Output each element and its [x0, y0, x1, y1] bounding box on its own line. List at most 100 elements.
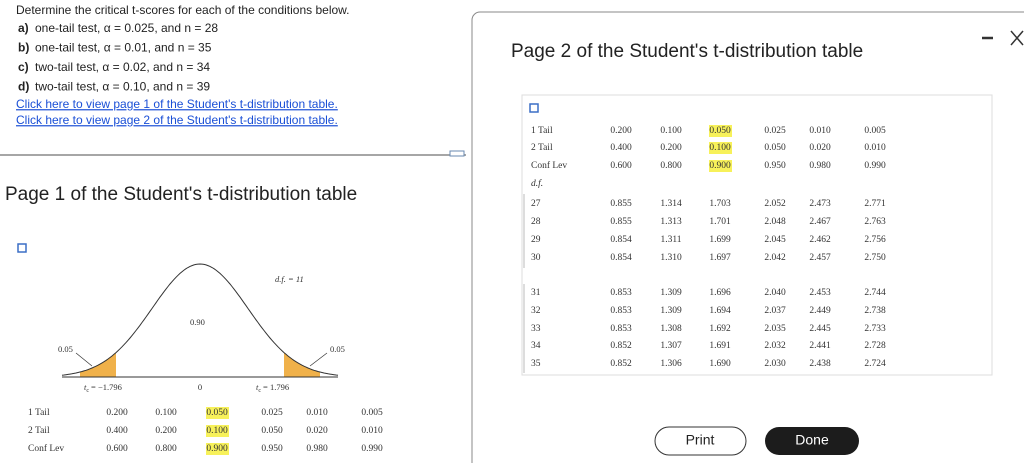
highlight — [206, 425, 229, 437]
cell: 0.950 — [261, 444, 283, 454]
cell: 0.400 — [610, 143, 632, 153]
cell: 0.853 — [610, 288, 632, 298]
done-button[interactable] — [765, 427, 859, 455]
cell: 0.400 — [106, 426, 128, 436]
left-tail — [80, 352, 116, 377]
cell: 0.100 — [660, 126, 682, 136]
cell: 0.010 — [306, 408, 328, 418]
row-label: 1 Tail — [28, 408, 50, 418]
cell: 1.309 — [660, 288, 682, 298]
cell: 2.445 — [809, 324, 831, 334]
highlight — [709, 142, 732, 154]
t-subscript: c — [258, 388, 261, 394]
cell: 1.310 — [660, 253, 682, 263]
curve-line — [61, 263, 339, 376]
cell: 2.040 — [764, 288, 786, 298]
cell: 2.728 — [864, 341, 886, 351]
cell: 0.852 — [610, 359, 632, 369]
row-label: Conf Lev — [531, 160, 567, 171]
link-page-1[interactable]: Click here to view page 1 of the Student… — [16, 97, 338, 111]
row-label: Conf Lev — [28, 443, 64, 454]
cell: 0.050 — [261, 426, 283, 436]
cell: 2.052 — [764, 199, 786, 209]
cell: 2.738 — [864, 306, 886, 316]
zoom-icon[interactable] — [17, 243, 27, 253]
cell: 2.453 — [809, 288, 831, 298]
question-intro: Determine the critical t-scores for each… — [16, 3, 350, 17]
cell: 0.800 — [660, 161, 682, 171]
item-label: b) — [18, 41, 29, 55]
item-text: one-tail test, α = 0.01, and n = 35 — [35, 41, 212, 55]
done-label[interactable]: Done — [795, 432, 829, 448]
cell: 0.020 — [809, 143, 831, 153]
table-image — [521, 94, 993, 376]
cell: 0.200 — [155, 426, 177, 436]
df-label: d.f. = 11 — [275, 274, 304, 284]
cell: 2.438 — [809, 359, 831, 369]
cell: 0.020 — [306, 426, 328, 436]
cell: 2.724 — [864, 359, 886, 369]
row-label: 34 — [531, 341, 541, 351]
cell: 0.990 — [361, 444, 383, 454]
cell: 1.308 — [660, 324, 682, 334]
bell-curve — [61, 263, 339, 378]
print-button[interactable] — [654, 426, 747, 456]
row-label: 33 — [531, 324, 541, 334]
cell: 2.473 — [809, 199, 831, 209]
cell: 2.756 — [864, 235, 886, 245]
divider-handle[interactable] — [449, 150, 465, 157]
cell: 0.010 — [809, 126, 831, 136]
cell: 1.306 — [660, 359, 682, 369]
left-area: 0.05 — [58, 344, 73, 354]
center-area: 0.90 — [190, 317, 205, 327]
print-label[interactable]: Print — [686, 432, 715, 448]
cell: 0.854 — [610, 253, 632, 263]
pointer — [309, 352, 328, 367]
cell: 1.311 — [660, 235, 681, 245]
pointer — [75, 352, 93, 367]
cell: 1.703 — [709, 199, 731, 209]
right-tc: tc = 1.796 — [256, 382, 289, 394]
row-label: 32 — [531, 306, 541, 316]
item-label: a) — [18, 21, 29, 35]
row-label: 2 Tail — [28, 426, 50, 436]
row-label: 27 — [531, 199, 541, 209]
cell: 0.025 — [261, 408, 283, 418]
highlight — [206, 407, 229, 419]
cell: 0.600 — [106, 444, 128, 454]
cell: 0.200 — [106, 408, 128, 418]
cell: 1.314 — [660, 199, 682, 209]
cell: 1.697 — [709, 253, 731, 263]
cell: 2.032 — [764, 341, 786, 351]
close-button[interactable] — [1010, 30, 1024, 46]
left-tc: tc = −1.796 — [84, 382, 122, 394]
cell: 0.005 — [864, 126, 886, 136]
row-label: 2 Tail — [531, 143, 553, 153]
t-symbol: t — [256, 382, 259, 392]
cell: 0.980 — [809, 161, 831, 171]
cell: 0.025 — [764, 126, 786, 136]
link-page-2[interactable]: Click here to view page 2 of the Student… — [16, 113, 338, 127]
item-label: d) — [18, 80, 29, 94]
tc-value: = 1.796 — [263, 382, 289, 392]
page2-title: Page 2 of the Student's t-distribution t… — [511, 41, 863, 62]
t-subscript: c — [86, 388, 89, 394]
row-label: 35 — [531, 359, 541, 369]
cell: 0.855 — [610, 217, 632, 227]
row-label: 1 Tail — [531, 126, 553, 136]
cell: 2.030 — [764, 359, 786, 369]
cell: 2.457 — [809, 253, 831, 263]
cell: 0.854 — [610, 235, 632, 245]
item-label: c) — [18, 60, 29, 74]
item-text: two-tail test, α = 0.10, and n = 39 — [35, 80, 210, 94]
cell: 2.744 — [864, 288, 886, 298]
zoom-icon[interactable] — [529, 103, 539, 113]
cell: 2.467 — [809, 217, 831, 227]
page1-title: Page 1 of the Student's t-distribution t… — [5, 184, 357, 205]
row-label: 29 — [531, 235, 541, 245]
cell: 0.852 — [610, 341, 632, 351]
highlight — [709, 160, 732, 172]
cell: 0.100 — [709, 143, 731, 153]
cell: 2.037 — [764, 306, 786, 316]
cell: 0.900 — [709, 161, 731, 171]
